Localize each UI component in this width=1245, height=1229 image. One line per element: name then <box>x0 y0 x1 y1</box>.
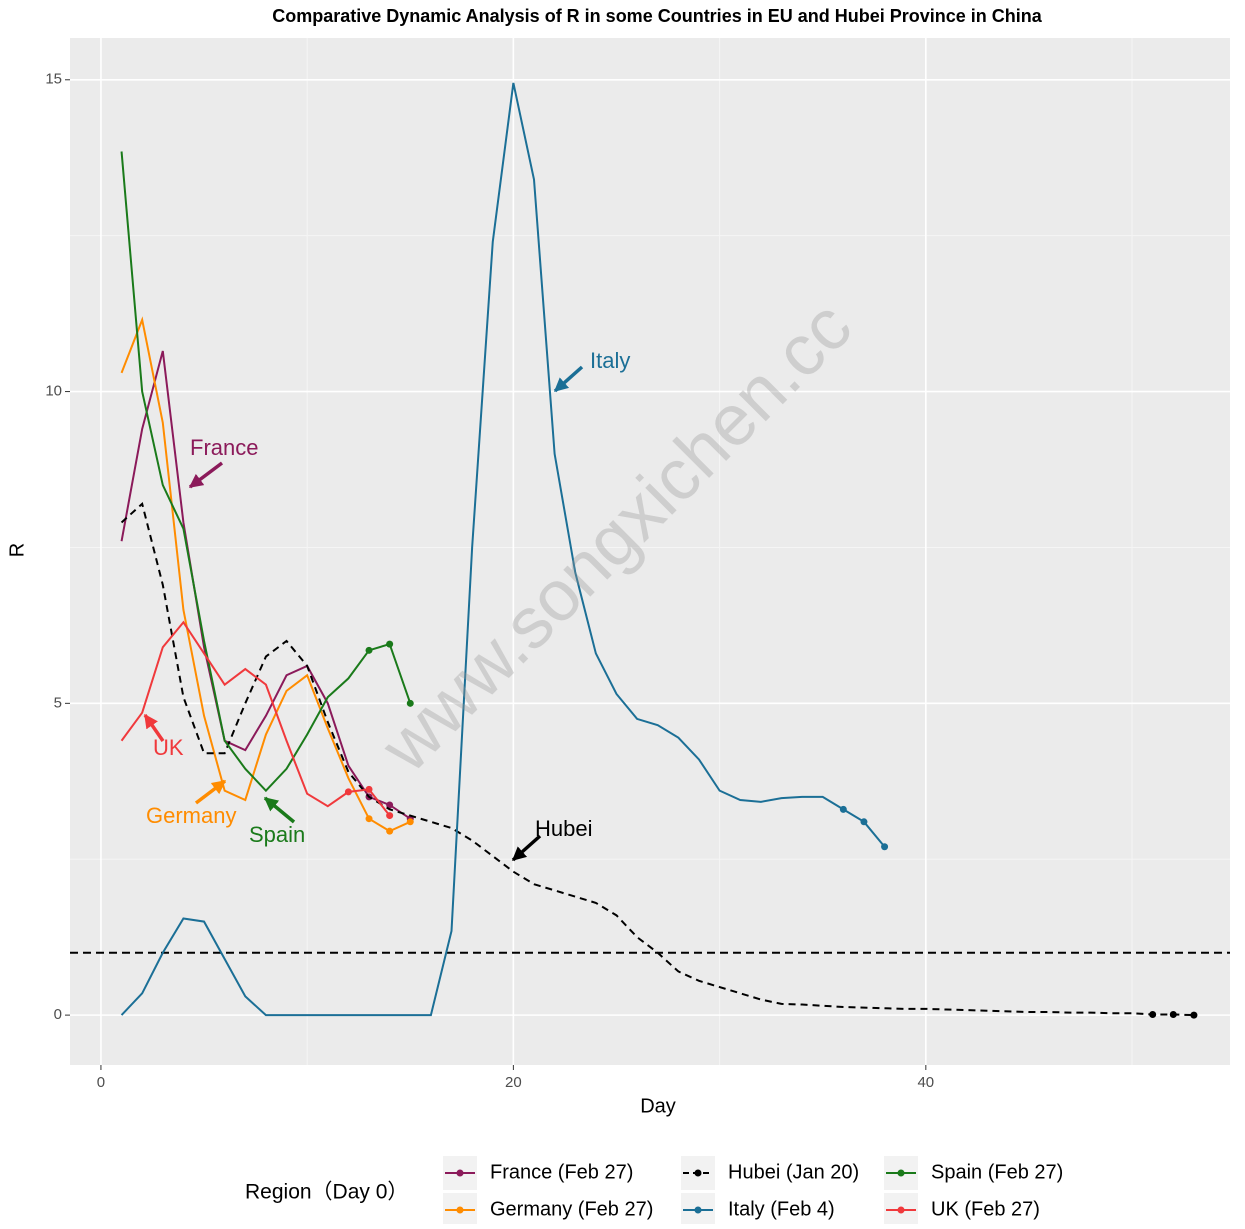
annotation: Spain <box>249 822 305 847</box>
y-tick-label: 15 <box>45 71 62 88</box>
y-tick-label: 0 <box>54 1006 62 1023</box>
point <box>386 640 394 648</box>
x-tick-label: 20 <box>505 1074 522 1091</box>
point <box>365 785 373 793</box>
legend-key-point <box>897 1169 905 1177</box>
chart-title: Comparative Dynamic Analysis of R in som… <box>272 6 1042 26</box>
y-tick-label: 10 <box>45 383 62 400</box>
series-line <box>120 620 391 817</box>
arrow <box>263 796 296 824</box>
point <box>1190 1011 1198 1019</box>
legend-label: Spain (Feb 27) <box>931 1161 1063 1183</box>
y-axis-label: R <box>6 543 28 557</box>
point <box>386 827 394 835</box>
point <box>1169 1010 1177 1018</box>
point <box>406 699 414 707</box>
plot-panel <box>70 38 1230 1065</box>
series-line <box>120 316 411 833</box>
x-tick-label: 0 <box>97 1074 105 1091</box>
series-line <box>120 350 411 820</box>
legend-label: Germany (Feb 27) <box>490 1198 653 1220</box>
point <box>365 815 373 823</box>
point <box>881 843 889 851</box>
legend-label: UK (Feb 27) <box>931 1198 1040 1220</box>
point <box>406 818 414 826</box>
legend-title: Region（Day 0） <box>245 1181 408 1204</box>
annotation: France <box>190 435 258 460</box>
legend-key-point <box>456 1169 464 1177</box>
arrow <box>188 461 224 489</box>
series-line <box>120 151 412 793</box>
arrow <box>194 779 227 805</box>
x-tick-label: 40 <box>917 1074 934 1091</box>
legend-label: Italy (Feb 4) <box>728 1198 835 1220</box>
legend-key-point <box>456 1206 464 1214</box>
y-tick-label: 5 <box>54 694 62 711</box>
point <box>839 805 847 813</box>
annotation: Hubei <box>535 816 592 841</box>
point <box>344 788 352 796</box>
legend-label: France (Feb 27) <box>490 1161 633 1183</box>
x-axis-label: Day <box>640 1095 676 1117</box>
series-line <box>120 82 886 1017</box>
annotation: Italy <box>590 348 630 373</box>
point <box>365 646 373 654</box>
annotation: Germany <box>146 803 236 828</box>
point <box>386 801 394 809</box>
legend-key-point <box>694 1206 702 1214</box>
point <box>386 812 394 820</box>
series-line <box>120 501 1194 1017</box>
arrow <box>143 713 165 742</box>
point <box>1149 1010 1157 1018</box>
legend-key-point <box>897 1206 905 1214</box>
arrow <box>553 365 584 393</box>
point <box>860 818 868 826</box>
arrow <box>511 834 542 862</box>
annotation-arrows <box>143 365 584 862</box>
annotation: UK <box>153 735 184 760</box>
legend-key-point <box>694 1169 702 1177</box>
legend-label: Hubei (Jan 20) <box>728 1161 859 1183</box>
